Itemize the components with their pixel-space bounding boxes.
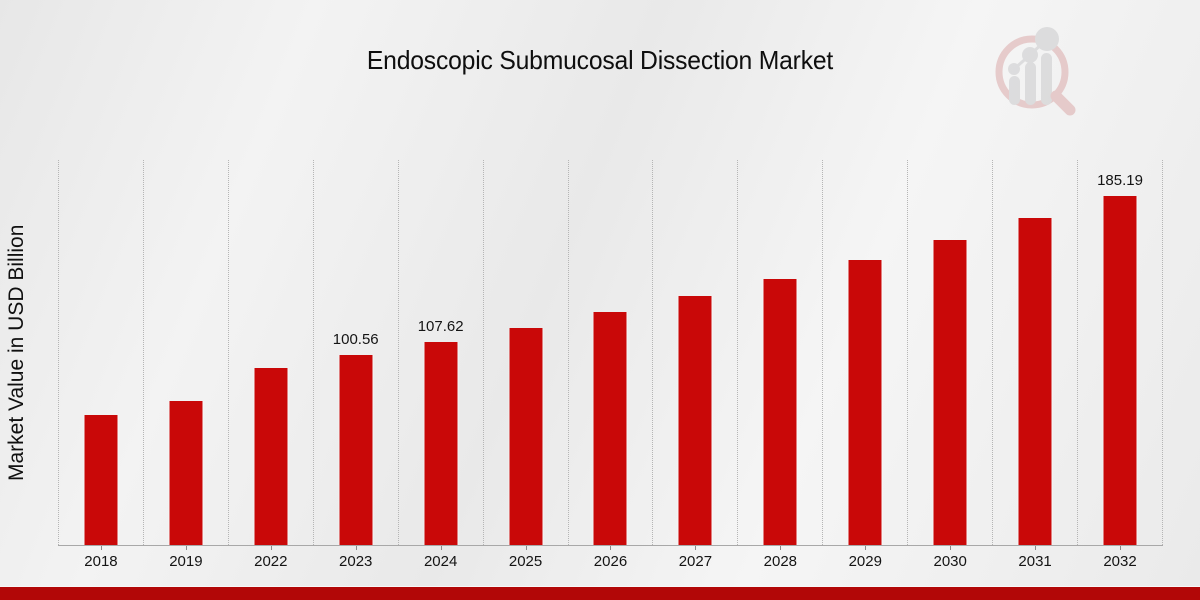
plot-column-2018: 2018 — [58, 160, 143, 570]
bar-2018 — [84, 414, 118, 545]
bar-value-label-2024: 107.62 — [417, 317, 464, 335]
bar-2024 — [424, 341, 458, 545]
x-axis-label-2030: 2030 — [933, 553, 967, 570]
x-axis-label-2029: 2029 — [848, 553, 882, 570]
x-axis-label-2031: 2031 — [1018, 553, 1052, 570]
bar-value-label-2032: 185.19 — [1097, 171, 1143, 189]
bar-2025 — [509, 327, 543, 545]
x-axis-tick — [525, 546, 527, 550]
x-axis-tick — [185, 546, 187, 550]
x-axis-tick — [1035, 546, 1037, 550]
bar-value-label-2023: 100.56 — [332, 331, 379, 349]
plot-column-2024: 107.62 2024 — [397, 160, 483, 570]
x-axis-tick — [865, 546, 867, 550]
bar-2027 — [678, 296, 712, 545]
x-axis-label-2032: 2032 — [1103, 553, 1137, 570]
plot-column-2030: 2030 — [907, 160, 992, 570]
x-axis-label-2019: 2019 — [169, 553, 203, 570]
bar-2032 — [1103, 195, 1137, 545]
bar-2028 — [763, 278, 797, 545]
bar-2026 — [593, 312, 627, 545]
bar-2019 — [169, 400, 203, 545]
bar-2023 — [339, 355, 373, 545]
x-axis-label-2022: 2022 — [254, 553, 288, 570]
x-axis-tick — [695, 546, 697, 550]
x-axis-tick — [270, 546, 272, 550]
plot-column-2019: 2019 — [142, 160, 228, 570]
plot-column-2027: 2027 — [652, 160, 737, 570]
x-axis-label-2023: 2023 — [339, 553, 373, 570]
x-axis-tick — [780, 546, 782, 550]
chart-title: Endoscopic Submucosal Dissection Market — [366, 45, 834, 75]
plot-column-2023: 100.56 2023 — [312, 160, 398, 570]
x-axis-tick — [610, 546, 612, 550]
x-axis-label-2018: 2018 — [84, 553, 118, 570]
plot-column-2028: 2028 — [737, 160, 822, 570]
bar-2029 — [848, 259, 882, 545]
plot-column-2032: 185.19 2032 — [1077, 160, 1163, 570]
plot-column-2031: 2031 — [992, 160, 1077, 570]
x-axis-label-2028: 2028 — [763, 553, 798, 570]
x-axis-tick — [950, 546, 952, 550]
plot-column-2029: 2029 — [822, 160, 907, 570]
bar-2022 — [254, 367, 288, 545]
plot-column-2026: 2026 — [567, 160, 653, 570]
plot-column-2025: 2025 — [482, 160, 568, 570]
x-axis-tick — [440, 546, 442, 550]
plot-column-2022: 2022 — [227, 160, 313, 570]
magnifier-bar-chart-logo-icon — [995, 27, 1076, 116]
x-axis-label-2027: 2027 — [678, 553, 713, 570]
x-axis-tick — [1120, 546, 1122, 550]
x-axis-label-2024: 2024 — [423, 553, 458, 570]
x-axis-tick — [100, 546, 102, 550]
x-axis-tick — [355, 546, 357, 550]
plot-area: 2018 2019 2022 100.56 2023 107.62 2024 2025 2026… — [58, 160, 1163, 570]
bar-2031 — [1018, 218, 1052, 545]
y-axis-title: Market Value in USD Billion — [5, 224, 28, 481]
bar-2030 — [933, 239, 967, 545]
x-axis-label-2025: 2025 — [508, 553, 543, 570]
bottom-accent-bar — [0, 586, 1200, 600]
x-axis-label-2026: 2026 — [593, 553, 628, 570]
